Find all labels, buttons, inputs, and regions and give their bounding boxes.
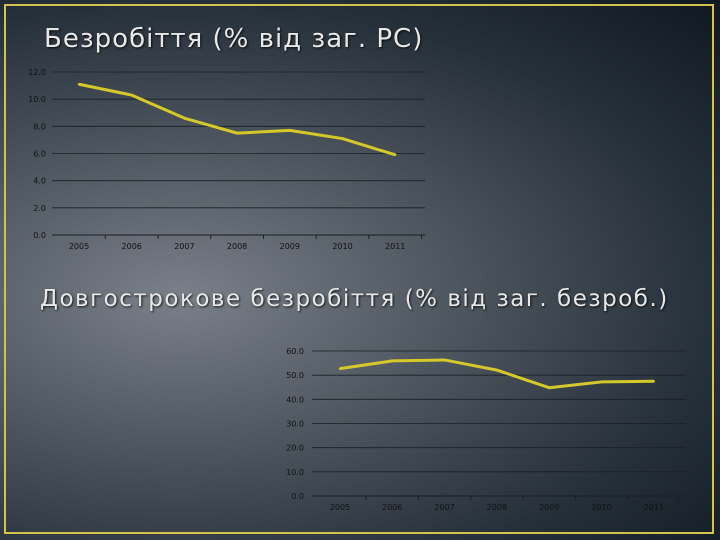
data-point: [548, 386, 551, 389]
y-tick-label: 40.0: [286, 395, 304, 404]
y-tick-label: 30.0: [286, 420, 304, 429]
x-tick-label: 2009: [539, 503, 559, 512]
y-tick-label: 8.0: [33, 122, 46, 131]
y-tick-label: 10.0: [28, 95, 46, 104]
series-line: [78, 82, 396, 157]
chart-title-unemployment: Безробіття (% від заг. РС): [44, 24, 424, 54]
x-tick-label: 2007: [174, 242, 194, 251]
x-tick-label: 2009: [280, 242, 300, 251]
chart-title-long-term-unemployment: Довгострокове безробіття (% від заг. без…: [40, 286, 669, 312]
data-point: [443, 358, 446, 362]
y-tick-label: 60.0: [286, 347, 304, 356]
x-tick-label: 2010: [591, 503, 611, 512]
y-tick-label: 0.0: [33, 231, 46, 240]
y-tick-label: 6.0: [33, 150, 46, 159]
series-line: [339, 358, 654, 390]
data-point: [652, 380, 655, 383]
y-tick-label: 4.0: [33, 177, 46, 186]
data-point: [391, 359, 394, 363]
data-point: [77, 83, 81, 86]
x-tick-label: 2008: [487, 503, 507, 512]
x-tick-label: 2007: [434, 503, 454, 512]
x-tick-label: 2011: [385, 242, 405, 251]
y-tick-label: 20.0: [286, 444, 304, 453]
data-point: [341, 137, 344, 140]
data-point: [130, 93, 133, 97]
data-point: [288, 129, 291, 132]
x-tick-label: 2005: [330, 503, 350, 512]
data-point: [600, 380, 603, 384]
data-point: [495, 368, 499, 372]
slide-frame: [4, 4, 714, 534]
y-tick-label: 50.0: [286, 371, 304, 380]
x-tick-label: 2006: [122, 242, 142, 251]
y-tick-label: 2.0: [33, 204, 46, 213]
y-tick-label: 12.0: [28, 68, 46, 77]
x-tick-label: 2010: [332, 242, 352, 251]
x-tick-label: 2005: [69, 242, 89, 251]
data-point: [183, 116, 186, 120]
data-point: [235, 131, 239, 135]
y-tick-label: 10.0: [286, 468, 304, 477]
x-tick-label: 2008: [227, 242, 247, 251]
x-tick-label: 2011: [644, 503, 664, 512]
x-tick-label: 2006: [382, 503, 402, 512]
data-point: [394, 153, 397, 157]
y-tick-label: 0.0: [291, 492, 304, 501]
data-point: [338, 367, 342, 370]
